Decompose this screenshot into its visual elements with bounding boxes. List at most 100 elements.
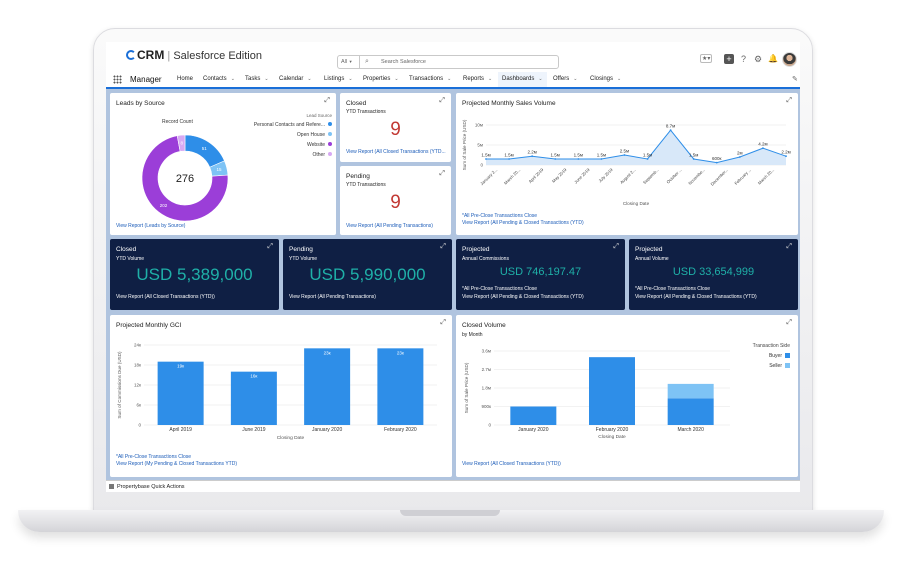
data-label: 1.5м xyxy=(689,153,698,158)
legend-label: Other xyxy=(312,152,325,158)
y-tick-label: 18к xyxy=(134,363,141,368)
nav-item-label: Properties xyxy=(363,76,391,82)
star-icon[interactable]: ★▾ xyxy=(700,54,713,63)
search-input[interactable]: Search Salesforce xyxy=(381,59,426,65)
quick-actions-bar[interactable]: Propertybase Quick Actions xyxy=(106,480,800,492)
kpi-value: USD 746,197.47 xyxy=(499,266,582,278)
expand-icon[interactable]: ⤢ xyxy=(439,97,445,104)
help-icon[interactable]: ? xyxy=(741,54,747,64)
view-report-link[interactable]: View Report (All Pending Transactions) xyxy=(346,223,433,229)
kpi-card-0: Closed YTD Volume ⤢ USD 5,389,000 View Repor… xyxy=(110,239,279,310)
legend-item[interactable]: Other xyxy=(230,152,332,158)
legend-item[interactable]: Personal Contacts and Refere... xyxy=(230,122,332,128)
laptop-notch xyxy=(400,510,500,516)
nav-item-reports[interactable]: Reports ⌄ xyxy=(463,76,492,82)
quick-actions-icon xyxy=(109,484,114,489)
card-subtitle: Annual Commissions xyxy=(462,256,509,262)
chart-note: *All Pre-Close Transactions Close xyxy=(462,286,538,292)
legend-item[interactable]: Website xyxy=(230,142,332,148)
expand-icon[interactable]: ⤢ xyxy=(786,319,792,326)
y-axis-label: Sum of Commissions Due (USD) xyxy=(117,351,122,419)
nav-item-tasks[interactable]: Tasks ⌄ xyxy=(245,76,269,82)
view-report-link[interactable]: View Report (My Pending & Closed Transac… xyxy=(116,461,237,467)
expand-icon[interactable]: ⤢ xyxy=(786,243,792,250)
nav-item-properties[interactable]: Properties ⌄ xyxy=(363,76,399,82)
chevron-down-icon[interactable]: ⌄ xyxy=(307,76,312,82)
view-report-link[interactable]: View Report (Leads by Source) xyxy=(116,223,186,229)
edition-text: Salesforce Edition xyxy=(173,50,262,62)
view-report-link[interactable]: View Report (All Closed Transactions (YT… xyxy=(116,294,215,300)
waffle-icon[interactable] xyxy=(113,75,122,84)
nav-item-dashboards[interactable]: Dashboards ⌄ xyxy=(498,72,547,89)
nav-item-transactions[interactable]: Transactions ⌄ xyxy=(409,76,451,82)
bar-buyer xyxy=(589,357,635,425)
view-report-link[interactable]: View Report (All Pending Transactions) xyxy=(289,294,376,300)
nav-item-home[interactable]: Home xyxy=(177,76,193,82)
chevron-down-icon[interactable]: ⌄ xyxy=(230,76,235,82)
chevron-down-icon[interactable]: ⌄ xyxy=(394,76,399,82)
nav-item-contacts[interactable]: Contacts ⌄ xyxy=(203,76,235,82)
search-scope-select[interactable]: All ▼ xyxy=(338,56,360,68)
chevron-down-icon[interactable]: ⌄ xyxy=(617,76,622,82)
plus-icon[interactable]: + xyxy=(724,54,734,64)
global-header: CRM | Salesforce Edition All ▼ ⌕ Search … xyxy=(106,42,800,72)
view-report-link[interactable]: View Report (All Pending & Closed Transa… xyxy=(462,220,584,226)
kpi-value: USD 33,654,999 xyxy=(672,266,755,278)
data-label: 23к xyxy=(324,350,331,355)
chevron-down-icon[interactable]: ⌄ xyxy=(447,76,452,82)
chevron-down-icon[interactable]: ⌄ xyxy=(538,76,543,82)
card-title: Pending xyxy=(346,173,370,180)
x-axis-label: Closing Date xyxy=(598,434,626,440)
nav-item-calendar[interactable]: Calendar ⌄ xyxy=(279,76,312,82)
nav-item-listings[interactable]: Listings ⌄ xyxy=(324,76,353,82)
kpi-card-1: Pending YTD Volume ⤢ USD 5,990,000 View Repo… xyxy=(283,239,452,310)
expand-icon[interactable]: ⤢ xyxy=(267,243,273,250)
bar-seller xyxy=(667,383,714,399)
edit-icon[interactable]: ✎ xyxy=(792,76,798,83)
expand-icon[interactable]: ⤢ xyxy=(613,243,619,250)
legend-label: Seller xyxy=(769,363,782,369)
nav-item-closings[interactable]: Closings ⌄ xyxy=(590,76,621,82)
chart-note: *All Pre-Close Transactions Close xyxy=(462,213,538,219)
chevron-down-icon[interactable]: ⌄ xyxy=(573,76,578,82)
expand-icon[interactable]: ⤢ xyxy=(324,97,330,104)
app-logo[interactable]: CRM | Salesforce Edition xyxy=(126,48,262,62)
view-report-link[interactable]: View Report (All Closed Transactions (YT… xyxy=(462,461,561,467)
bar xyxy=(304,348,351,425)
chevron-down-icon[interactable]: ⌄ xyxy=(348,76,353,82)
x-tick-label: January 2... xyxy=(479,167,498,186)
leads-donut-chart: 51 15 202 8 276 xyxy=(141,134,229,222)
legend-item[interactable]: Seller xyxy=(718,363,790,369)
bell-icon[interactable]: 🔔 xyxy=(768,54,778,63)
y-tick-label: 5м xyxy=(477,143,483,148)
data-label: 4.2м xyxy=(758,142,767,147)
slice-label: 202 xyxy=(160,203,168,208)
view-report-link[interactable]: View Report (All Pending & Closed Transa… xyxy=(462,294,584,300)
expand-icon[interactable]: ⤢ xyxy=(440,319,446,326)
expand-icon[interactable]: ⤢ xyxy=(786,97,792,104)
global-search[interactable]: All ▼ ⌕ Search Salesforce xyxy=(337,55,559,69)
closed-transactions-card: Closed YTD Transactions ⤢ 9 View Report … xyxy=(340,93,451,162)
y-tick-label: 6к xyxy=(137,403,142,408)
legend-item[interactable]: Open House xyxy=(230,132,332,138)
y-axis-label: Sum of Sale Price (USD) xyxy=(462,119,467,170)
bar xyxy=(377,348,424,425)
data-label: 1.5м xyxy=(597,153,606,158)
expand-icon[interactable]: ⤢ xyxy=(439,170,445,177)
avatar[interactable] xyxy=(782,52,797,67)
view-report-link[interactable]: View Report (All Pending & Closed Transa… xyxy=(635,294,757,300)
y-tick-label: 1.8м xyxy=(482,386,491,391)
legend-item[interactable]: Buyer xyxy=(718,353,790,359)
kpi-card-3: Projected Annual Volume ⤢ USD 33,654,999 *Al… xyxy=(629,239,798,310)
app-name: Manager xyxy=(130,75,162,84)
view-report-link[interactable]: View Report (All Closed Transactions (YT… xyxy=(346,149,446,155)
nav-item-label: Calendar xyxy=(279,76,304,82)
chevron-down-icon[interactable]: ⌄ xyxy=(264,76,269,82)
gear-icon[interactable]: ⚙ xyxy=(754,54,763,64)
data-point xyxy=(554,158,557,160)
expand-icon[interactable]: ⤢ xyxy=(440,243,446,250)
chevron-down-icon[interactable]: ⌄ xyxy=(488,76,493,82)
nav-item-offers[interactable]: Offers ⌄ xyxy=(553,76,577,82)
legend-label: Website xyxy=(307,142,325,148)
